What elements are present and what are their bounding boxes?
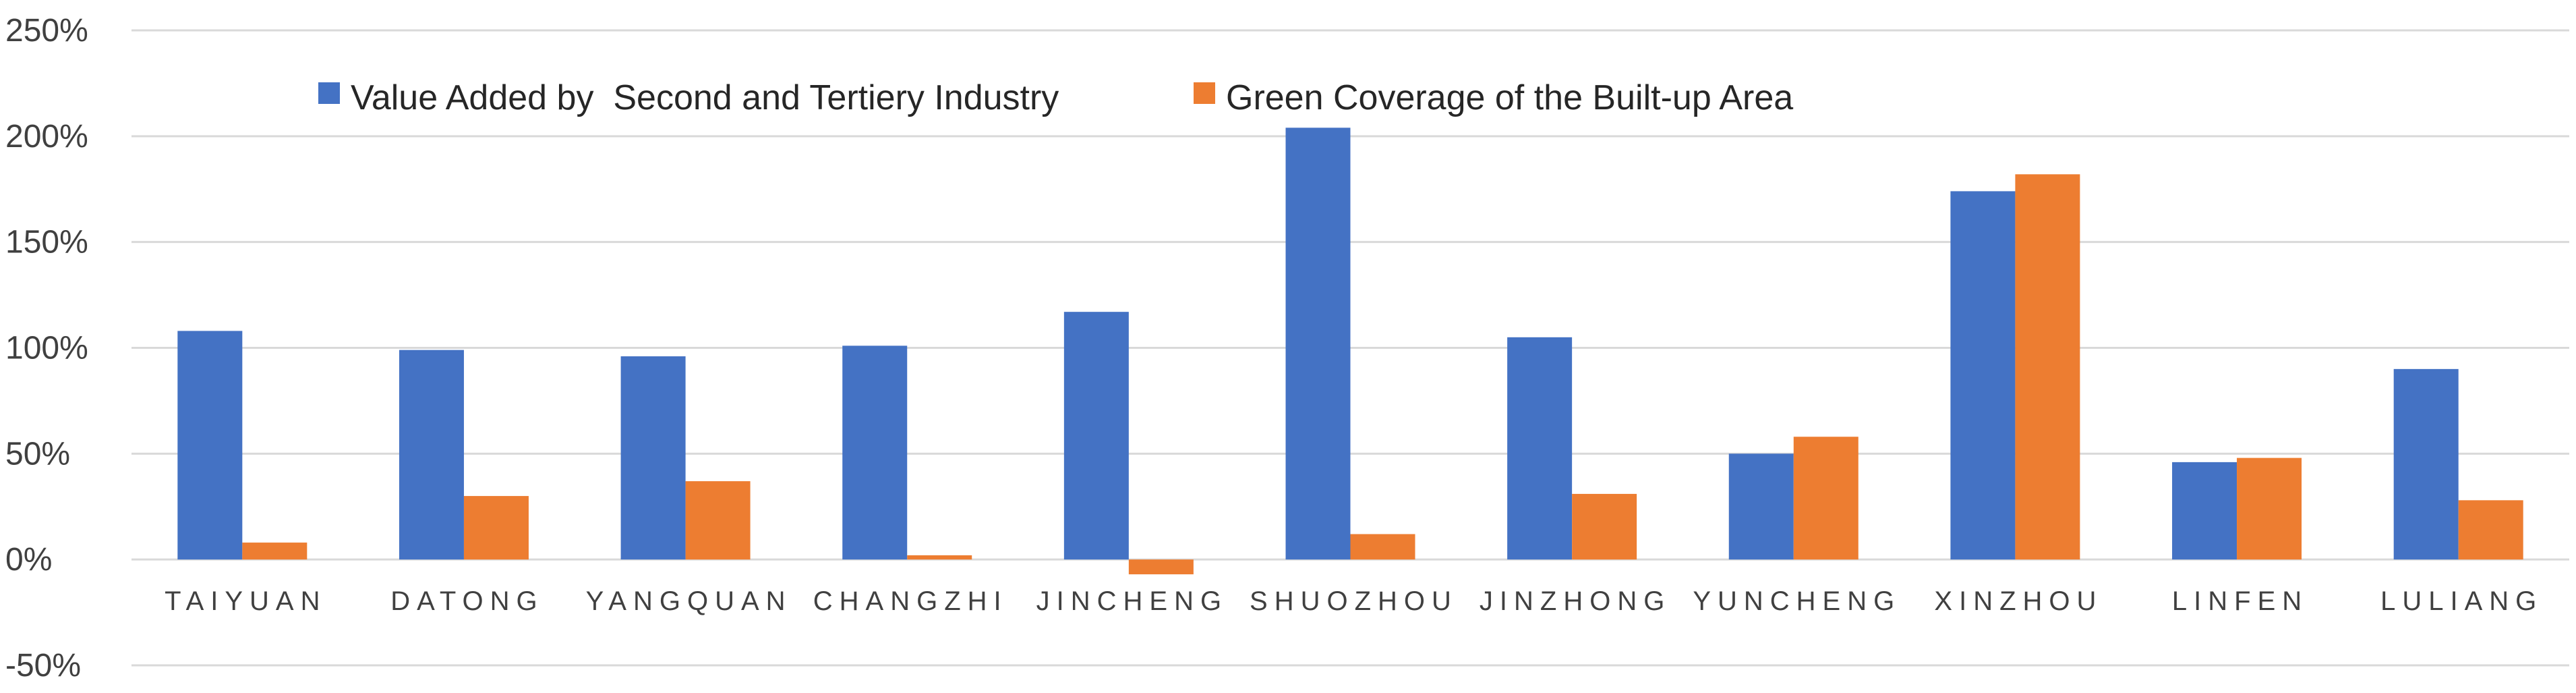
- x-tick-label: JINZHONG: [1480, 586, 1671, 616]
- bar-green-yangquan: [685, 481, 751, 560]
- bar-green-jincheng: [1128, 559, 1194, 575]
- legend-label-0: Value Added by Second and Tertiery Indus…: [351, 78, 1059, 117]
- bar-value-yangquan: [620, 356, 686, 560]
- y-tick-label: 50%: [5, 436, 70, 472]
- bar-green-linfen: [2237, 458, 2302, 560]
- x-tick-label: YANGQUAN: [586, 586, 792, 616]
- x-tick-label: CHANGZHI: [813, 586, 1008, 616]
- x-tick-label: YUNCHENG: [1693, 586, 1901, 616]
- x-tick-label: LULIANG: [2380, 586, 2543, 616]
- bar-value-jinzhong: [1507, 337, 1573, 560]
- legend: Value Added by Second and Tertiery Indus…: [318, 78, 1793, 117]
- x-tick-label: XINZHOU: [1934, 586, 2103, 616]
- y-tick-label: 100%: [5, 331, 88, 366]
- bar-value-luliang: [2393, 368, 2459, 560]
- x-axis-ticks: TAIYUAN DATONG YANGQUAN CHANGZHI JINCHENG SHU…: [165, 586, 2543, 616]
- bar-value-taiyuan: [177, 331, 243, 560]
- bar-value-xinzhou: [1950, 191, 2016, 560]
- x-tick-label: SHUOZHOU: [1250, 586, 1458, 616]
- y-tick-label: 150%: [5, 225, 88, 260]
- legend-label-1: Green Coverage of the Built-up Area: [1226, 78, 1793, 117]
- bar-green-taiyuan: [242, 543, 308, 560]
- bar-green-datong: [463, 496, 529, 560]
- bar-green-jinzhong: [1572, 493, 1637, 560]
- y-tick-label: -50%: [5, 648, 81, 684]
- legend-swatch-0: [318, 82, 340, 104]
- x-tick-label: JINCHENG: [1036, 586, 1228, 616]
- bar-green-xinzhou: [2015, 174, 2080, 560]
- x-tick-label: DATONG: [390, 586, 544, 616]
- y-tick-label: 250%: [5, 13, 88, 49]
- bars: [177, 128, 2523, 575]
- bar-value-yuncheng: [1728, 453, 1794, 560]
- bar-value-datong: [399, 350, 464, 560]
- y-tick-label: 200%: [5, 119, 88, 155]
- x-tick-label: LINFEN: [2172, 586, 2308, 616]
- bar-value-jincheng: [1063, 312, 1129, 560]
- bar-green-changzhi: [907, 555, 972, 560]
- bar-green-shuozhou: [1350, 534, 1415, 560]
- bar-green-yuncheng: [1793, 437, 1858, 560]
- y-tick-label: 0%: [5, 542, 52, 578]
- legend-swatch-1: [1194, 82, 1215, 104]
- x-tick-label: TAIYUAN: [165, 586, 326, 616]
- bar-green-luliang: [2458, 500, 2523, 560]
- bar-value-changzhi: [842, 345, 908, 560]
- bar-value-linfen: [2172, 462, 2237, 560]
- y-axis-ticks: -50% 0% 50% 100% 150% 200% 250%: [5, 13, 88, 684]
- bar-value-shuozhou: [1285, 128, 1351, 560]
